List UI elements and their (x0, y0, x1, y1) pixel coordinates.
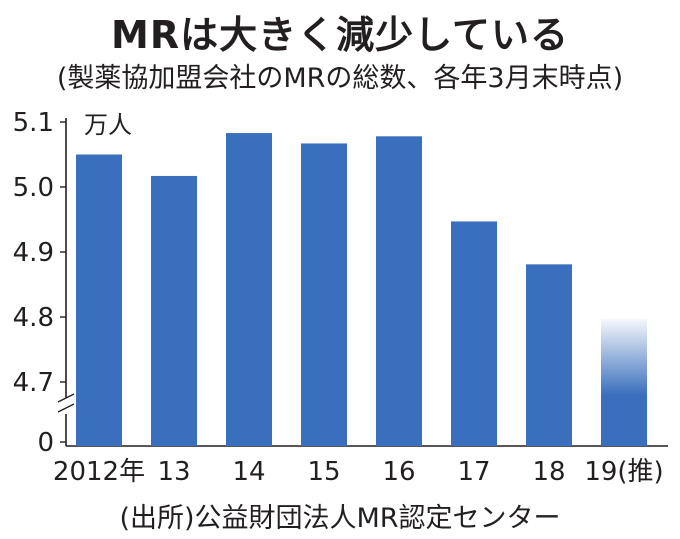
bar-estimated (601, 318, 647, 446)
x-tick-label: 18 (532, 457, 565, 487)
bar (376, 136, 422, 447)
x-tick-label: 17 (457, 457, 490, 487)
chart-subtitle: (製薬協加盟会社のMRの総数、各年3月末時点) (56, 63, 624, 94)
chart-title: MRは大きく減少している (111, 13, 569, 57)
bar (151, 175, 197, 446)
bar (526, 264, 572, 446)
y-tick-label: 0 (37, 428, 54, 458)
y-tick-label: 4.9 (13, 238, 54, 268)
y-tick-label: 5.1 (13, 108, 54, 138)
y-tick-label: 4.8 (13, 303, 54, 333)
y-tick-label: 4.7 (13, 368, 54, 398)
bar (76, 154, 122, 446)
x-tick-label: 13 (157, 457, 190, 487)
y-tick-label: 5.0 (13, 173, 54, 203)
x-tick-label: 19(推) (584, 457, 663, 487)
x-tick-label: 2012年 (53, 457, 145, 487)
bars (76, 133, 647, 447)
x-tick-label: 14 (232, 457, 265, 487)
bar (451, 221, 497, 446)
x-axis: 2012年 13 14 15 16 17 18 19(推) (53, 457, 664, 487)
bar (226, 133, 272, 447)
x-tick-label: 16 (382, 457, 415, 487)
axis-break-mark (57, 393, 75, 413)
source-note: (出所)公益財団法人MR認定センター (119, 503, 561, 534)
unit-label: 万人 (84, 111, 132, 139)
bar (301, 143, 347, 446)
x-tick-label: 15 (307, 457, 340, 487)
